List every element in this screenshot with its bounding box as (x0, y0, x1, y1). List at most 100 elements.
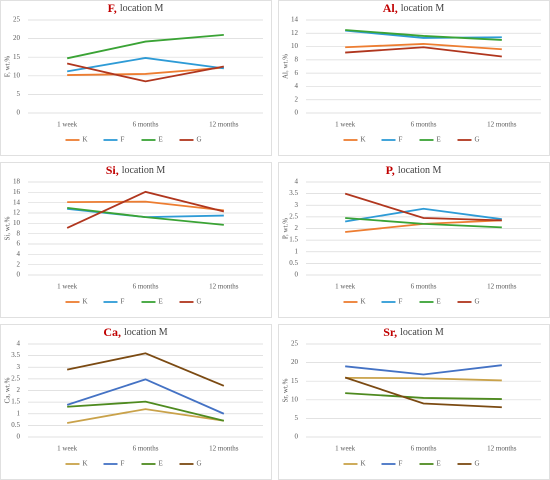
panel (0, 0, 272, 156)
y-tick-label: 1 (295, 247, 299, 255)
y-tick-label: 10 (13, 219, 21, 227)
x-tick-label: 6 months (133, 283, 159, 291)
y-axis-label: P, wt.% (282, 218, 290, 239)
y-tick-label: 16 (13, 188, 21, 196)
legend-label: E (437, 298, 441, 306)
x-tick-label: 12 months (209, 283, 239, 291)
y-tick-label: 2 (17, 386, 21, 394)
y-tick-label: 2.5 (11, 374, 20, 382)
series-line (344, 376, 502, 409)
panel (278, 0, 550, 156)
legend-label: F (399, 136, 403, 144)
y-tick-label: 4 (17, 250, 21, 258)
y-tick-label: 14 (291, 16, 299, 24)
title-location: location M (401, 3, 445, 14)
series-line (345, 376, 502, 382)
series-line (67, 200, 224, 212)
x-tick-label: 1 week (335, 121, 356, 129)
chart-title: Al, location M (383, 1, 445, 15)
legend-label: F (121, 298, 125, 306)
legend-label: G (475, 136, 480, 144)
series-line (345, 364, 502, 376)
y-tick-label: 4 (295, 82, 299, 90)
title-location: location M (120, 3, 164, 14)
y-tick-label: 0.5 (11, 421, 20, 429)
y-tick-label: 15 (291, 377, 299, 385)
title-location: location M (124, 327, 168, 338)
title-element: P, (386, 163, 395, 177)
series-line (345, 43, 502, 51)
legend-label: E (437, 136, 441, 144)
title-location: location M (398, 165, 442, 176)
y-tick-label: 2 (295, 95, 299, 103)
chart-title: Si, location M (106, 163, 166, 177)
y-tick-label: 4 (295, 178, 299, 186)
y-axis-label: Si, wt.% (4, 216, 12, 240)
series-line (67, 408, 224, 424)
y-tick-label: 1.5 (11, 398, 20, 406)
x-tick-label: 1 week (57, 283, 78, 291)
legend-label: F (121, 136, 125, 144)
y-tick-label: 0 (295, 271, 299, 279)
y-tick-label: 0.5 (289, 259, 298, 267)
x-tick-label: 12 months (487, 121, 517, 129)
title-element: F, (108, 1, 117, 15)
x-tick-label: 12 months (209, 121, 239, 129)
legend-label: E (159, 460, 163, 468)
legend-label: E (159, 298, 163, 306)
legend-label: K (83, 460, 88, 468)
y-tick-label: 0 (295, 109, 299, 117)
legend-label: G (197, 136, 202, 144)
y-tick-label: 2 (295, 224, 299, 232)
y-tick-label: 0 (17, 109, 21, 117)
y-tick-label: 3 (295, 201, 299, 209)
legend-label: K (361, 460, 366, 468)
x-tick-label: 6 months (133, 121, 159, 129)
y-tick-label: 20 (13, 34, 21, 42)
x-tick-label: 12 months (209, 445, 239, 453)
y-tick-label: 12 (13, 209, 21, 217)
legend-label: K (83, 298, 88, 306)
series-line (67, 206, 224, 226)
series-line (345, 29, 502, 39)
y-tick-label: 8 (295, 55, 299, 63)
series-line (66, 62, 225, 83)
y-tick-label: 4 (17, 340, 21, 348)
series-line (345, 217, 502, 229)
y-tick-label: 2 (17, 260, 21, 268)
y-tick-label: 3 (17, 363, 21, 371)
y-tick-label: 6 (17, 240, 21, 248)
y-tick-label: 3.5 (289, 189, 298, 197)
title-element: Ca, (103, 325, 121, 339)
y-tick-label: 8 (17, 229, 21, 237)
series-line (345, 392, 502, 400)
y-axis-label: Sr, wt.% (282, 378, 290, 402)
series-line (344, 192, 502, 222)
series-line (66, 33, 224, 60)
series-line (345, 46, 502, 58)
y-tick-label: 18 (13, 178, 21, 186)
legend-label: G (475, 460, 480, 468)
legend-label: G (197, 298, 202, 306)
panel (0, 162, 272, 318)
y-tick-label: 0 (295, 433, 299, 441)
title-location: location M (400, 327, 444, 338)
y-tick-label: 10 (291, 395, 299, 403)
title-location: location M (122, 165, 166, 176)
series-line (66, 378, 225, 415)
y-axis-label: F, wt.% (4, 56, 12, 78)
title-element: Sr, (383, 325, 397, 339)
series-line (67, 66, 224, 76)
x-tick-label: 6 months (411, 283, 437, 291)
y-tick-label: 5 (295, 414, 299, 422)
legend-label: K (361, 136, 366, 144)
legend-label: F (399, 460, 403, 468)
y-tick-label: 3.5 (11, 351, 20, 359)
chart-title: Sr, location M (383, 325, 444, 339)
series-line (67, 57, 224, 73)
y-tick-label: 5 (17, 90, 21, 98)
x-tick-label: 6 months (411, 445, 437, 453)
y-tick-label: 25 (291, 340, 299, 348)
x-tick-label: 1 week (335, 283, 356, 291)
